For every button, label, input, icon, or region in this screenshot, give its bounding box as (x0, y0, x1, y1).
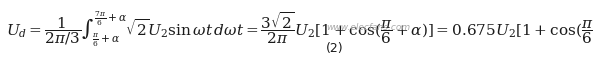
Text: $U_d = \dfrac{1}{2\pi/3}\int_{\frac{\pi}{6}+\alpha}^{\frac{7\pi}{6}+\alpha}\sqrt: $U_d = \dfrac{1}{2\pi/3}\int_{\frac{\pi}… (5, 10, 593, 49)
Text: www.elecfans.com: www.elecfans.com (326, 23, 410, 32)
Text: (2): (2) (326, 42, 344, 55)
